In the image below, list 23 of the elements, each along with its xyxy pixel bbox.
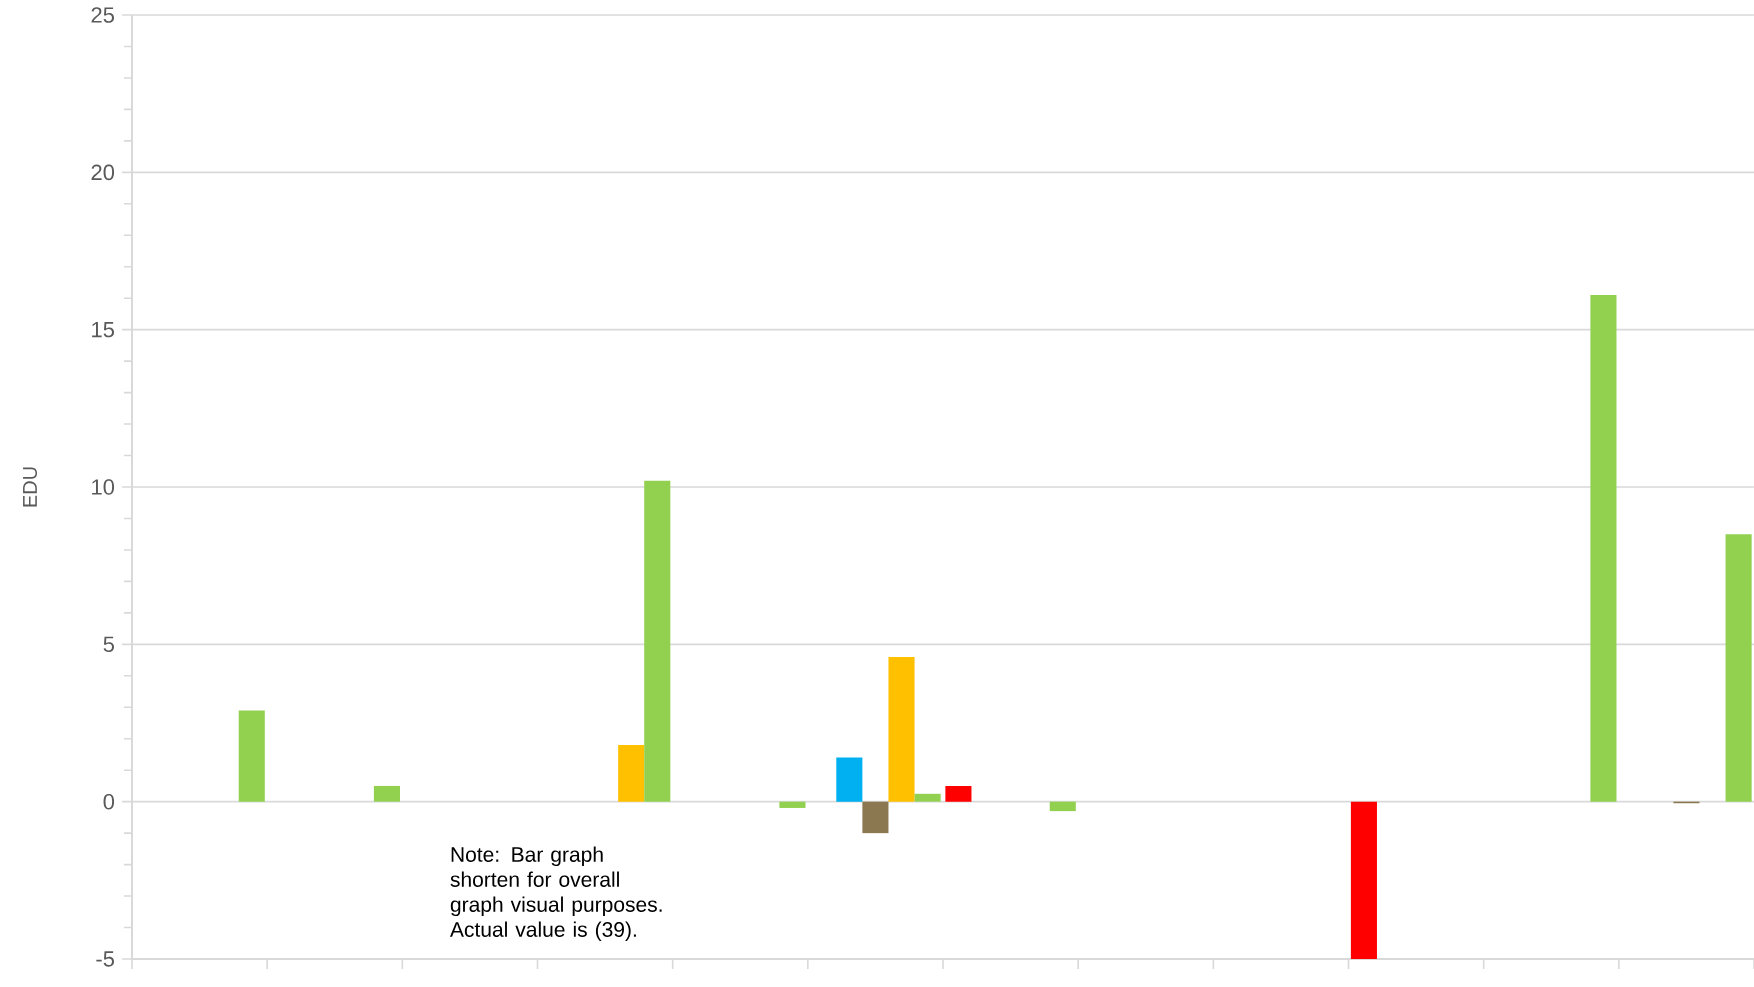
y-tick-label: -5 xyxy=(96,951,114,967)
y-tick-label: 10 xyxy=(92,479,115,495)
bar xyxy=(1725,534,1752,802)
bar xyxy=(618,745,645,802)
bar xyxy=(862,801,889,834)
y-tick-label: 20 xyxy=(91,164,115,181)
y-tick-label: 15 xyxy=(92,322,114,338)
bar xyxy=(836,757,863,802)
bar xyxy=(1590,295,1617,802)
bar xyxy=(1350,801,1377,959)
bar xyxy=(644,480,671,802)
bar xyxy=(373,785,400,802)
y-tick-label: 0 xyxy=(103,793,115,810)
bar xyxy=(945,785,972,802)
bar xyxy=(914,793,941,802)
bar xyxy=(238,710,265,802)
bar xyxy=(779,801,806,808)
bar xyxy=(888,656,915,802)
bar xyxy=(1049,801,1076,812)
annotation: Note: Bar graph shorten for overall graph visual purposes. Actual value is (39). xyxy=(449,846,662,942)
y-tick-label: 25 xyxy=(91,7,114,23)
y-tick-label: 5 xyxy=(103,636,114,653)
y-axis-title: EDU xyxy=(23,467,38,507)
